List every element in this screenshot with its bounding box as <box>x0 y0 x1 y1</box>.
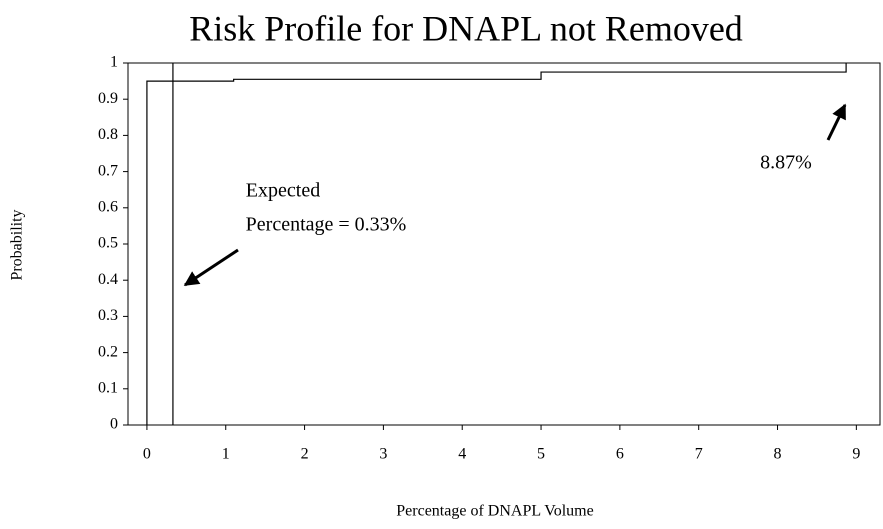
x-tick-label: 7 <box>695 446 703 463</box>
annotation: 8.87% <box>760 152 812 174</box>
x-tick-label: 9 <box>852 446 860 463</box>
y-axis-label: Probability <box>9 209 26 280</box>
y-tick-label: 0.6 <box>98 198 118 215</box>
annotation: Expected <box>246 180 320 202</box>
plot-frame <box>127 62 881 426</box>
y-tick-label: 0.9 <box>98 90 118 107</box>
chart-title: Risk Profile for DNAPL not Removed <box>189 8 743 48</box>
x-tick-label: 1 <box>222 446 230 463</box>
x-tick-label: 5 <box>537 446 545 463</box>
annotation: Percentage = 0.33% <box>246 214 407 236</box>
y-tick-label: 1 <box>110 54 118 71</box>
y-tick-label: 0.8 <box>98 126 118 143</box>
x-tick-label: 4 <box>458 446 466 463</box>
x-tick-label: 2 <box>301 446 309 463</box>
y-tick-label: 0.5 <box>98 235 118 252</box>
y-tick-label: 0.3 <box>98 307 118 324</box>
x-tick-label: 8 <box>774 446 782 463</box>
x-tick-label: 0 <box>143 446 151 463</box>
series-line <box>146 63 847 425</box>
x-tick-label: 6 <box>616 446 624 463</box>
x-axis-label: Percentage of DNAPL Volume <box>396 503 593 520</box>
y-tick-label: 0.7 <box>98 162 118 179</box>
x-tick-label: 3 <box>379 446 387 463</box>
y-tick-label: 0.4 <box>98 271 118 288</box>
y-tick-label: 0.1 <box>98 379 118 396</box>
arrow <box>183 248 239 287</box>
y-tick-label: 0 <box>110 416 118 433</box>
y-tick-label: 0.2 <box>98 343 118 360</box>
arrow <box>826 103 847 141</box>
